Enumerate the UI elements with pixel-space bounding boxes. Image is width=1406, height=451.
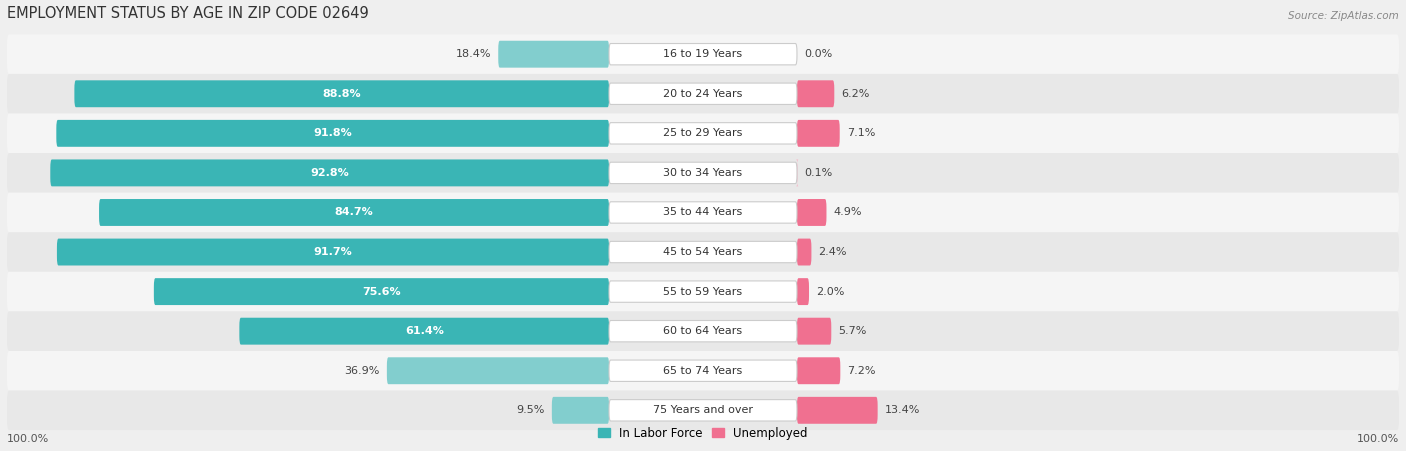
FancyBboxPatch shape [609, 202, 797, 223]
Text: 60 to 64 Years: 60 to 64 Years [664, 326, 742, 336]
FancyBboxPatch shape [7, 34, 1399, 74]
Text: 25 to 29 Years: 25 to 29 Years [664, 129, 742, 138]
FancyBboxPatch shape [609, 321, 797, 342]
Text: 45 to 54 Years: 45 to 54 Years [664, 247, 742, 257]
Text: 30 to 34 Years: 30 to 34 Years [664, 168, 742, 178]
Text: 91.8%: 91.8% [314, 129, 352, 138]
FancyBboxPatch shape [797, 120, 839, 147]
FancyBboxPatch shape [797, 318, 831, 345]
FancyBboxPatch shape [7, 272, 1399, 311]
Text: 84.7%: 84.7% [335, 207, 374, 217]
Text: 55 to 59 Years: 55 to 59 Years [664, 286, 742, 297]
Text: 88.8%: 88.8% [322, 89, 361, 99]
Text: 5.7%: 5.7% [838, 326, 866, 336]
FancyBboxPatch shape [75, 80, 609, 107]
Text: 9.5%: 9.5% [516, 405, 546, 415]
Text: 7.1%: 7.1% [846, 129, 875, 138]
FancyBboxPatch shape [7, 391, 1399, 430]
Text: EMPLOYMENT STATUS BY AGE IN ZIP CODE 02649: EMPLOYMENT STATUS BY AGE IN ZIP CODE 026… [7, 5, 368, 21]
FancyBboxPatch shape [56, 239, 609, 266]
FancyBboxPatch shape [609, 360, 797, 382]
FancyBboxPatch shape [387, 357, 609, 384]
Text: 35 to 44 Years: 35 to 44 Years [664, 207, 742, 217]
Legend: In Labor Force, Unemployed: In Labor Force, Unemployed [593, 422, 813, 444]
FancyBboxPatch shape [7, 193, 1399, 232]
FancyBboxPatch shape [609, 43, 797, 65]
Text: 2.0%: 2.0% [815, 286, 845, 297]
FancyBboxPatch shape [7, 74, 1399, 114]
FancyBboxPatch shape [796, 160, 799, 186]
Text: 75 Years and over: 75 Years and over [652, 405, 754, 415]
Text: 36.9%: 36.9% [344, 366, 380, 376]
Text: 61.4%: 61.4% [405, 326, 444, 336]
FancyBboxPatch shape [797, 239, 811, 266]
Text: 4.9%: 4.9% [834, 207, 862, 217]
FancyBboxPatch shape [609, 281, 797, 302]
FancyBboxPatch shape [498, 41, 609, 68]
Text: 100.0%: 100.0% [7, 434, 49, 444]
Text: 92.8%: 92.8% [311, 168, 349, 178]
FancyBboxPatch shape [609, 400, 797, 421]
Text: 91.7%: 91.7% [314, 247, 353, 257]
Text: 6.2%: 6.2% [841, 89, 870, 99]
FancyBboxPatch shape [7, 351, 1399, 391]
FancyBboxPatch shape [56, 120, 609, 147]
Text: 20 to 24 Years: 20 to 24 Years [664, 89, 742, 99]
FancyBboxPatch shape [551, 397, 609, 424]
FancyBboxPatch shape [797, 397, 877, 424]
FancyBboxPatch shape [797, 278, 808, 305]
FancyBboxPatch shape [51, 160, 609, 186]
Text: 100.0%: 100.0% [1357, 434, 1399, 444]
FancyBboxPatch shape [609, 83, 797, 105]
FancyBboxPatch shape [609, 241, 797, 263]
Text: 0.1%: 0.1% [804, 168, 832, 178]
Text: 16 to 19 Years: 16 to 19 Years [664, 49, 742, 59]
Text: Source: ZipAtlas.com: Source: ZipAtlas.com [1288, 10, 1399, 21]
FancyBboxPatch shape [797, 357, 841, 384]
Text: 7.2%: 7.2% [848, 366, 876, 376]
Text: 65 to 74 Years: 65 to 74 Years [664, 366, 742, 376]
FancyBboxPatch shape [609, 123, 797, 144]
FancyBboxPatch shape [239, 318, 609, 345]
FancyBboxPatch shape [98, 199, 609, 226]
Text: 13.4%: 13.4% [884, 405, 920, 415]
FancyBboxPatch shape [797, 80, 834, 107]
Text: 0.0%: 0.0% [804, 49, 832, 59]
FancyBboxPatch shape [797, 199, 827, 226]
Text: 2.4%: 2.4% [818, 247, 846, 257]
Text: 75.6%: 75.6% [363, 286, 401, 297]
Text: 18.4%: 18.4% [456, 49, 491, 59]
FancyBboxPatch shape [7, 232, 1399, 272]
FancyBboxPatch shape [7, 153, 1399, 193]
FancyBboxPatch shape [7, 311, 1399, 351]
FancyBboxPatch shape [7, 114, 1399, 153]
FancyBboxPatch shape [153, 278, 609, 305]
FancyBboxPatch shape [609, 162, 797, 184]
